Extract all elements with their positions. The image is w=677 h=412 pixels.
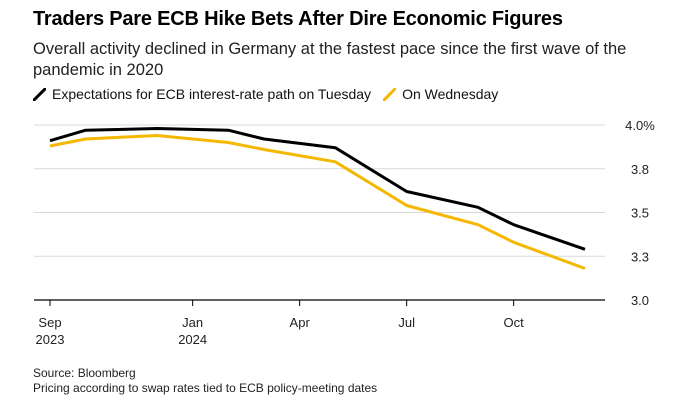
legend-item-tuesday: Expectations for ECB interest-rate path … [33, 86, 371, 102]
pricing-note: Pricing according to swap rates tied to … [33, 381, 378, 395]
legend-swatch-tuesday [33, 87, 46, 101]
series-line-wednesday [49, 134, 586, 270]
x-tick-sublabel: 2023 [36, 332, 65, 347]
x-tick-label: Jul [398, 315, 415, 330]
x-tick-label: Sep [38, 315, 61, 330]
chart-subtitle: Overall activity declined in Germany at … [33, 40, 627, 79]
legend: Expectations for ECB interest-rate path … [33, 86, 510, 102]
legend-swatch-wednesday [383, 87, 397, 101]
chart-title: Traders Pare ECB Hike Bets After Dire Ec… [33, 8, 563, 30]
series-line-tuesday [49, 127, 586, 251]
y-tick-label: 3.3 [631, 249, 649, 264]
x-tick-label: Jan [182, 315, 203, 330]
x-tick-sublabel: 2024 [178, 332, 207, 347]
x-tick-label: Apr [290, 315, 311, 330]
source-label: Source: Bloomberg [33, 366, 136, 380]
y-tick-label: 3.8 [631, 162, 649, 177]
y-tick-label: 3.0 [631, 293, 649, 308]
y-tick-label: 3.5 [631, 206, 649, 221]
legend-label-tuesday: Expectations for ECB interest-rate path … [52, 86, 372, 102]
y-tick-label: 4.0% [625, 118, 655, 133]
legend-item-wednesday: On Wednesday [383, 86, 498, 102]
x-tick-label: Oct [504, 315, 525, 330]
source-note: Source: Bloomberg Pricing according to s… [33, 366, 377, 396]
legend-label-wednesday: On Wednesday [402, 86, 499, 102]
